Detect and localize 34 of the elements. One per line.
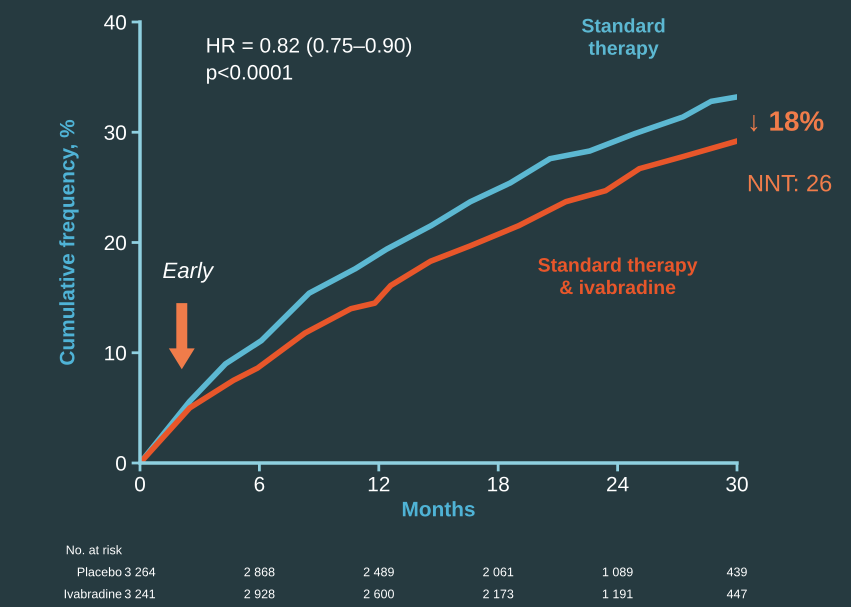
y-tick-label: 30 — [104, 125, 126, 140]
text: 2 928 — [244, 590, 274, 598]
text: ↓ 18% — [750, 111, 824, 132]
y-tick-label: 10 — [105, 346, 126, 361]
text: 3 264 — [124, 568, 156, 576]
annotation: Early — [163, 262, 214, 283]
text: 2 061 — [483, 568, 514, 576]
annotation: HR = 0.82 (0.75–0.90) p<0.0001 — [207, 37, 412, 84]
series-label: Standard therapy & ivabradine — [538, 258, 698, 294]
text: Ivabradine — [64, 589, 122, 598]
y-axis-title: Cumulative frequency, % — [59, 120, 79, 365]
text: No. at risk — [66, 545, 122, 554]
text: Placebo — [78, 567, 122, 576]
x-tick-label: 24 — [607, 476, 629, 492]
x-axis-title: Months — [402, 501, 475, 516]
x-tick-label: 18 — [488, 476, 509, 492]
text: 1 191 — [602, 590, 633, 598]
text: 439 — [726, 568, 747, 576]
text: 447 — [726, 590, 747, 598]
text: 2 173 — [483, 590, 514, 598]
y-tick-label: 0 — [116, 456, 126, 471]
text: 2 489 — [364, 568, 394, 576]
x-tick-label: 0 — [135, 476, 145, 492]
text: 1 089 — [602, 568, 633, 576]
y-tick-label: 20 — [104, 236, 126, 250]
x-tick-label: 30 — [726, 476, 748, 492]
text: 2 600 — [364, 590, 394, 598]
x-tick-label: 12 — [368, 476, 390, 492]
x-tick-label: 6 — [254, 476, 264, 492]
text: 3 241 — [124, 590, 156, 598]
text: 2 868 — [244, 568, 274, 576]
y-tick-label: 40 — [104, 15, 126, 30]
text: Standard therapy — [582, 18, 664, 59]
text: NNT: 26 — [748, 174, 832, 192]
